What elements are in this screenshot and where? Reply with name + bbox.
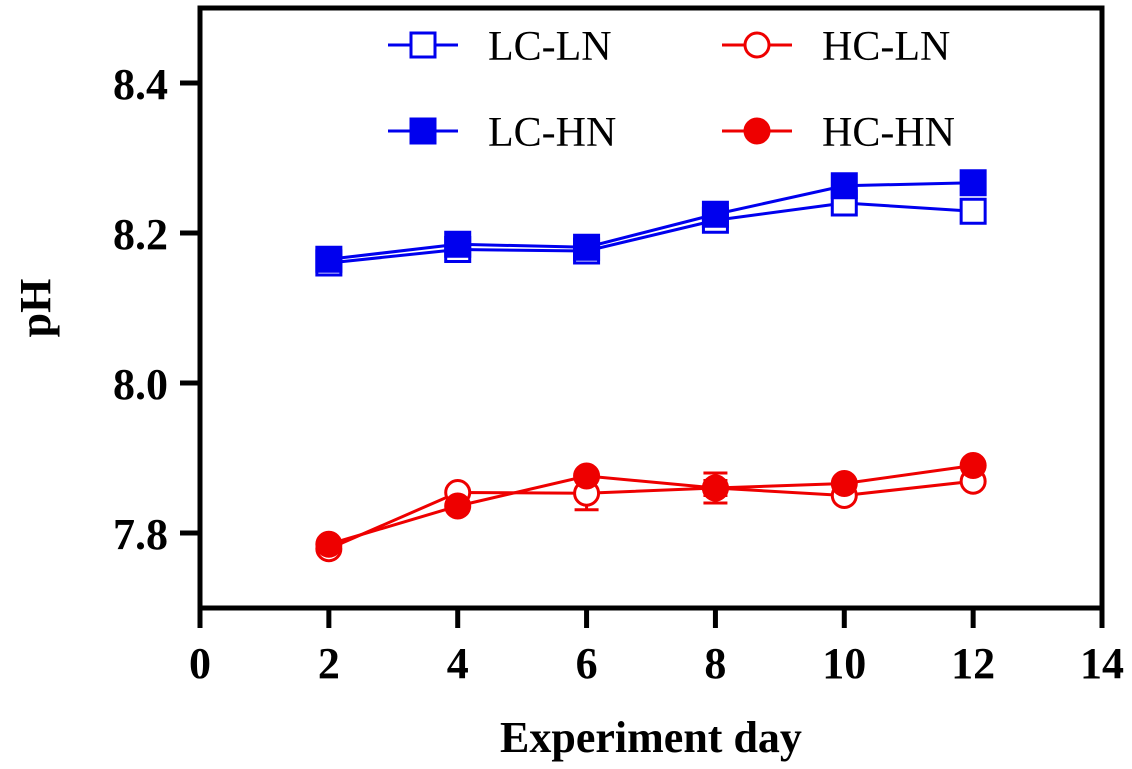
legend-marker [743,117,771,145]
data-point [959,197,987,225]
series-layer [315,169,987,563]
series-lc-ln [315,189,987,277]
legend-marker [743,31,771,59]
data-point [573,462,601,490]
data-point [573,233,601,261]
legend-item-hc-hn: HC-HN [722,110,955,156]
legend-label: LC-LN [488,24,612,70]
data-point [830,172,858,200]
data-point [959,452,987,479]
x-tick-label: 4 [447,639,469,688]
y-tick-label: 8.2 [113,210,168,259]
y-tick-label: 8.4 [113,60,168,109]
y-tick-label: 7.8 [113,510,168,559]
series-hc-hn [315,452,987,558]
series-line [328,479,974,551]
legend-label: HC-HN [822,110,955,156]
legend: LC-LN HC-LN LC-HN HC-HN [388,24,955,156]
plot-frame [197,5,1105,611]
legend-label: HC-LN [822,24,950,70]
axis-ticks: 0 2 4 6 8 10 12 14 7.8 8.0 8.2 8.4 [113,60,1124,688]
legend-item-hc-ln: HC-LN [722,24,950,70]
data-point [444,230,472,258]
x-tick-label: 8 [704,639,726,688]
series-lc-hn [315,169,987,273]
series-line [328,181,974,261]
x-tick-label: 12 [951,639,995,688]
series-line [328,201,974,265]
x-tick-label: 2 [318,639,340,688]
x-axis-title: Experiment day [500,713,802,762]
data-point [701,474,729,502]
data-point [830,470,858,497]
legend-marker [409,31,437,59]
data-point [444,492,472,520]
plot-border [197,5,1105,611]
y-tick-label: 8.0 [113,360,168,409]
x-tick-label: 14 [1080,639,1124,688]
series-line [328,464,974,546]
x-tick-label: 6 [576,639,598,688]
data-point [315,245,343,273]
legend-marker [409,117,437,145]
x-tick-label: 10 [822,639,866,688]
data-point [315,530,343,558]
data-point [701,200,729,228]
y-axis-title: pH [11,279,60,338]
x-tick-label: 0 [189,639,211,688]
data-point [959,169,987,197]
legend-label: LC-HN [488,110,616,156]
legend-item-lc-hn: LC-HN [388,110,616,156]
legend-item-lc-ln: LC-LN [388,24,612,70]
